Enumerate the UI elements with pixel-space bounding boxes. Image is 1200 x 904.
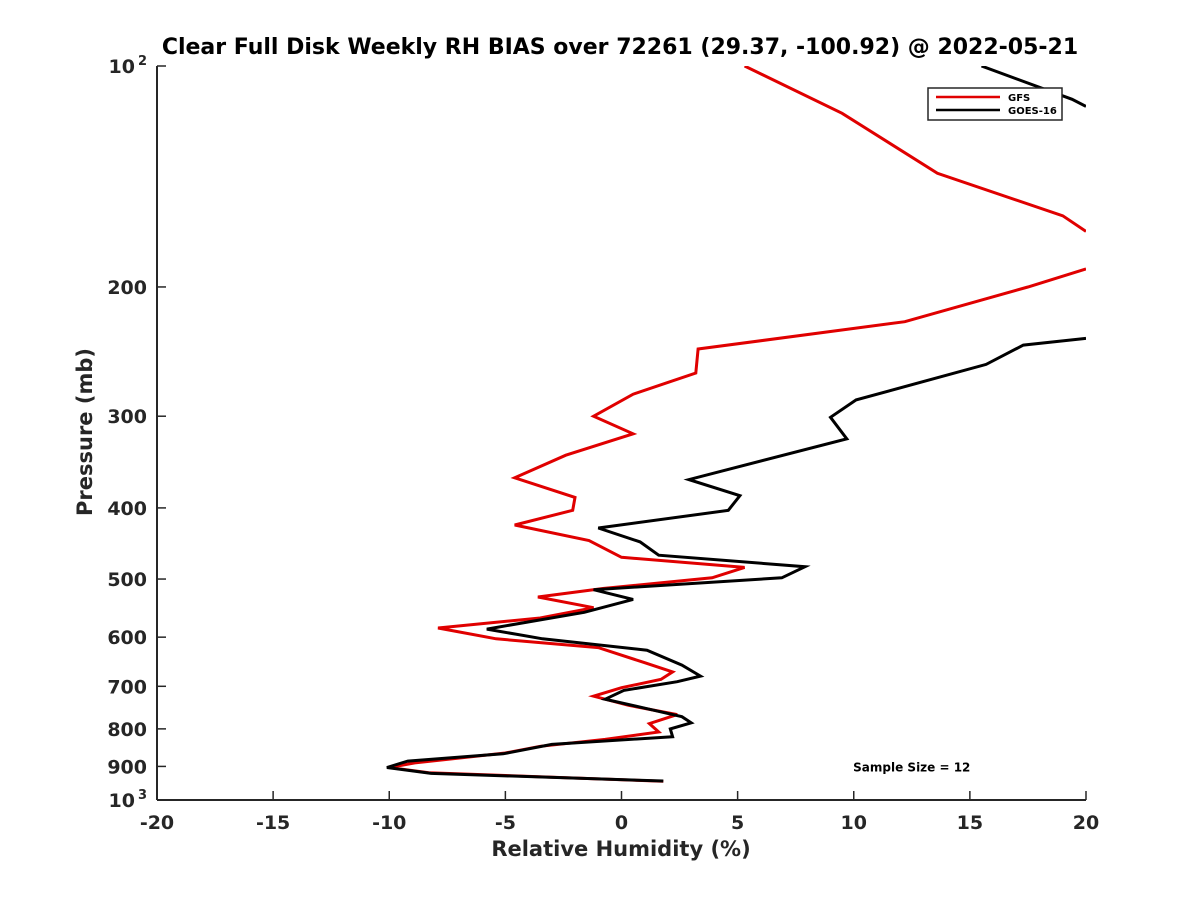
y-tick-label: 200 [107, 277, 147, 299]
x-tick-label: 5 [731, 812, 744, 834]
y-tick-label: 500 [107, 569, 147, 591]
x-tick-label: 10 [841, 812, 867, 834]
series-line-gfs [389, 66, 1086, 783]
x-tick-label: -5 [495, 812, 516, 834]
y-tick-label: 600 [107, 627, 147, 649]
legend-label-gfs: GFS [1008, 93, 1030, 104]
series-layer [386, 66, 1086, 783]
y-tick-exponent: 2 [138, 54, 147, 69]
y-tick-exponent: 3 [138, 788, 147, 803]
x-tick-label: 0 [615, 812, 628, 834]
x-axis-label: Relative Humidity (%) [491, 837, 750, 861]
y-tick-label: 10 [109, 56, 135, 78]
legend-box [927, 87, 1063, 121]
y-tick-label: 300 [107, 406, 147, 428]
chart-title: Clear Full Disk Weekly RH BIAS over 7226… [162, 35, 1078, 60]
y-tick-label: 10 [109, 790, 135, 812]
y-tick-label: 400 [107, 498, 147, 520]
sample-size-annotation: Sample Size = 12 [853, 760, 970, 774]
x-ticks: -20 -15 -10 -5 0 5 10 15 20 [140, 791, 1099, 834]
x-tick-label: -20 [140, 812, 174, 834]
x-tick-label: -10 [372, 812, 406, 834]
series-line-goes-16 [386, 66, 1086, 783]
legend-label-goes-16: GOES-16 [1008, 106, 1057, 117]
x-tick-label: 20 [1073, 812, 1099, 834]
x-tick-label: -15 [256, 812, 290, 834]
x-tick-label: 15 [957, 812, 983, 834]
y-tick-label: 700 [107, 676, 147, 698]
legend: GFS GOES-16 [927, 87, 1063, 121]
y-tick-label: 800 [107, 719, 147, 741]
y-axis-label: Pressure (mb) [73, 348, 97, 516]
y-tick-label: 900 [107, 756, 147, 778]
